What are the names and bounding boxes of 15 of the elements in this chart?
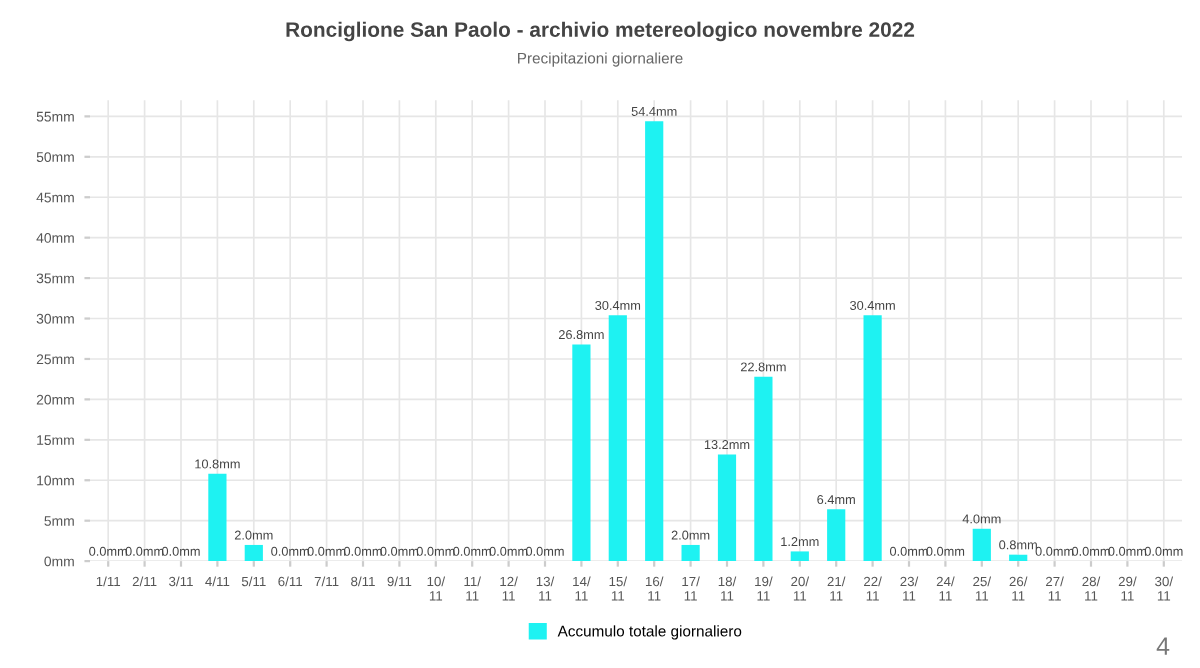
bar	[645, 121, 664, 562]
bar	[572, 344, 591, 562]
bar	[608, 315, 627, 562]
bar	[790, 551, 809, 562]
bar	[717, 454, 737, 562]
bar	[681, 544, 700, 562]
bar	[1009, 554, 1028, 562]
text: 4	[1156, 637, 1170, 655]
bar	[208, 473, 227, 562]
bar	[972, 528, 991, 562]
bar	[863, 315, 882, 562]
bar	[827, 509, 846, 562]
bar	[754, 376, 773, 562]
bar	[244, 544, 263, 562]
chart-title: Ronciglione San Paolo - archivio metereologico novembre 2022	[286, 21, 915, 42]
